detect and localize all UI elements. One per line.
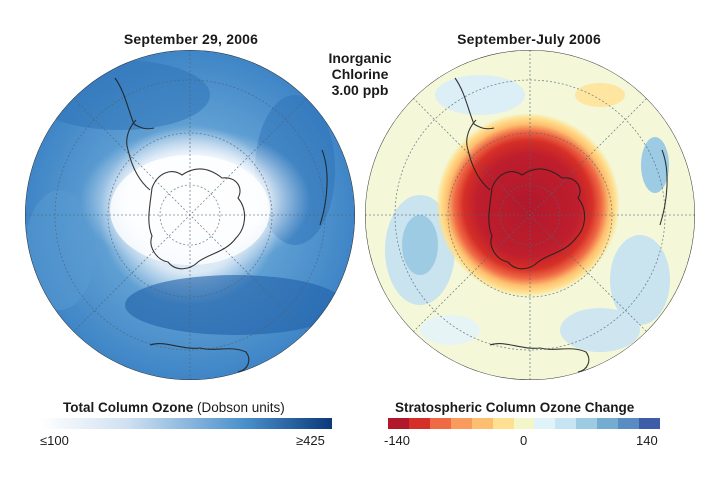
colorbar-swatch xyxy=(450,418,472,429)
ozone-legend-title-main: Total Column Ozone xyxy=(63,400,194,415)
ozone-legend-min: ≤100 xyxy=(40,433,69,448)
scenario-label-line: 3.00 ppb xyxy=(331,82,389,98)
ozone-legend-title: Total Column Ozone (Dobson units) xyxy=(63,400,285,415)
ozone-map xyxy=(25,50,355,380)
change-legend-min: -140 xyxy=(384,433,411,448)
scenario-label-line: Chlorine xyxy=(331,66,389,82)
ozone-change-map xyxy=(365,50,695,380)
colorbar-swatch xyxy=(471,418,493,429)
colorbar-swatch xyxy=(639,418,660,429)
change-legend-max: 140 xyxy=(636,433,658,448)
change-legend-title: Stratospheric Column Ozone Change xyxy=(395,400,635,415)
colorbar-swatch xyxy=(408,418,430,429)
scenario-label-line: Inorganic xyxy=(328,50,392,66)
ozone-legend-units: (Dobson units) xyxy=(197,400,285,415)
colorbar-swatch xyxy=(576,418,598,429)
colorbar-swatch xyxy=(534,418,556,429)
left-map-title: September 29, 2006 xyxy=(123,31,259,47)
colorbar-swatch xyxy=(429,418,451,429)
ozone-colorbar xyxy=(40,418,332,429)
colorbar-swatch xyxy=(618,418,640,429)
colorbar-swatch xyxy=(555,418,577,429)
change-colorbar xyxy=(388,418,660,429)
ozone-legend-max: ≥425 xyxy=(296,433,325,448)
colorbar-swatch xyxy=(388,418,409,429)
right-map-title: September-July 2006 xyxy=(457,31,601,47)
colorbar-swatch xyxy=(492,418,514,429)
scenario-label: Inorganic Chlorine 3.00 ppb xyxy=(300,50,420,98)
colorbar-swatch xyxy=(597,418,619,429)
change-legend-mid: 0 xyxy=(520,433,528,448)
colorbar-swatch xyxy=(513,418,535,429)
